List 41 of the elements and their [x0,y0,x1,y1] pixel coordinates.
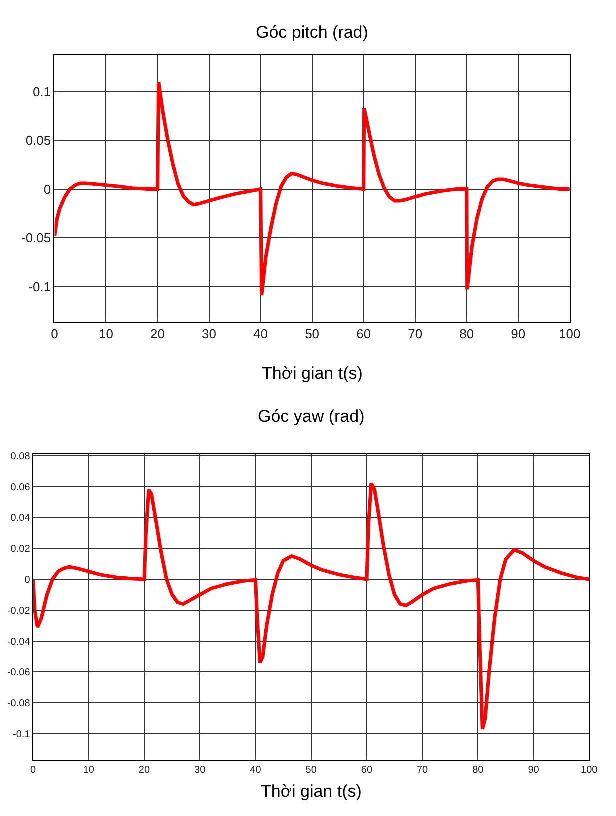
y-tick-label: -0.04 [7,636,31,648]
y-tick-label: -0.08 [7,698,31,710]
y-tick-label: -0.02 [7,606,31,617]
x-tick-label: 100 [581,765,598,776]
x-tick-label: 70 [408,326,423,342]
x-tick-label: 70 [416,765,429,776]
y-tick-label: -0.1 [13,729,31,740]
x-axis-title: Thời gian t(s) [262,364,363,383]
x-tick-label: 10 [83,765,95,776]
x-tick-label: 90 [511,326,526,342]
y-tick-label: 0 [24,574,31,586]
y-tick-label: 0.05 [26,133,52,148]
y-tick-label: 0.06 [10,482,31,494]
x-tick-label: 20 [138,765,150,776]
chart-title: Góc pitch (rad) [256,23,368,42]
x-tick-label: 40 [250,765,262,776]
y-tick-label: -0.06 [7,668,31,679]
line-series [54,80,570,298]
x-tick-label: 30 [194,765,206,776]
y-tick-label: 0.02 [10,544,31,556]
x-tick-label: 90 [528,765,540,776]
x-tick-label: 50 [305,326,320,342]
line-series [33,482,590,732]
y-tick-label: -0.1 [28,279,52,294]
y-tick-label: 0.04 [10,513,31,524]
y-tick-label: 0.1 [33,84,52,100]
x-tick-label: 80 [472,765,484,776]
x-tick-label: 20 [150,326,165,342]
y-tick-label: 0 [44,182,52,197]
x-tick-label: 80 [460,326,474,342]
x-tick-label: 60 [356,326,372,342]
x-tick-label: 10 [99,326,114,342]
chart-title: Góc yaw (rad) [258,407,365,426]
x-tick-label: 40 [254,326,268,342]
x-tick-label: 60 [361,765,373,776]
x-axis-title: Thời gian t(s) [261,782,362,801]
y-tick-label: 0.08 [10,451,31,462]
x-tick-label: 50 [306,765,318,776]
y-tick-label: -0.05 [21,230,52,246]
x-tick-label: 100 [559,326,581,342]
x-tick-label: 30 [202,326,217,342]
